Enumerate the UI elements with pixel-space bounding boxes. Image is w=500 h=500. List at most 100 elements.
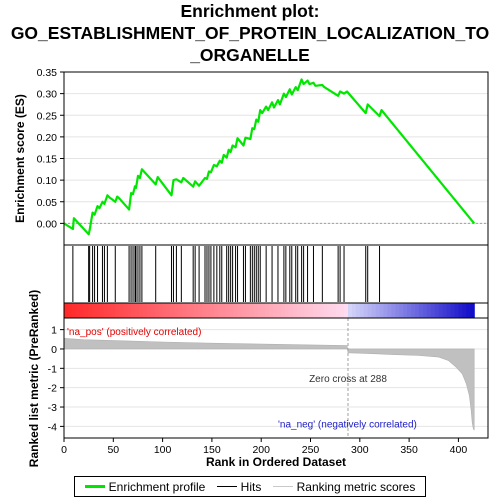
band-segment xyxy=(253,303,258,318)
band-segment xyxy=(434,303,440,318)
es-curve xyxy=(63,78,476,236)
y-axis-label-metric: Ranked list metric (PreRanked) xyxy=(27,290,41,467)
band-segment xyxy=(265,303,270,318)
metric-panel: 1 0 -1 -2 -3 -4 xyxy=(48,317,489,439)
band-segment xyxy=(379,303,385,318)
band-segment xyxy=(131,303,136,318)
es-tick-label: 0.05 xyxy=(37,197,58,209)
band-segment xyxy=(134,303,140,318)
band-segment xyxy=(142,303,148,318)
hits-frame xyxy=(63,244,489,304)
es-tick-label: 0.20 xyxy=(37,132,58,144)
legend-item-enrichment-profile: Enrichment profile xyxy=(84,479,206,494)
band-segment xyxy=(75,303,81,318)
title-line-3: _ORGANELLE xyxy=(190,45,310,65)
zero-cross-label: Zero cross at 288 xyxy=(309,374,387,385)
x-tick-label: 250 xyxy=(302,444,320,456)
band-segment xyxy=(154,303,160,318)
band-segment xyxy=(407,303,412,318)
band-segment xyxy=(320,303,325,318)
band-segment xyxy=(454,303,460,318)
band-segment xyxy=(194,303,199,318)
band-segment xyxy=(273,303,278,318)
band-segment xyxy=(190,303,195,318)
neg-correlated-label: 'na_neg' (negatively correlated) xyxy=(278,419,417,430)
band-segment xyxy=(91,303,97,318)
band-segment xyxy=(336,303,341,318)
metric-tick-label: 1 xyxy=(51,325,57,337)
legend-label-enrichment: Enrichment profile xyxy=(108,479,206,494)
band-segment xyxy=(241,303,247,318)
metric-area xyxy=(63,337,475,431)
band-segment xyxy=(71,303,77,318)
x-tick-label: 400 xyxy=(450,444,468,456)
band-segment xyxy=(375,303,381,318)
title-line-1: Enrichment plot: xyxy=(180,1,320,21)
band-segment xyxy=(158,303,164,318)
band-segment xyxy=(249,303,254,318)
band-segment xyxy=(221,303,227,318)
legend-swatch-ranking xyxy=(272,486,293,487)
band-segment xyxy=(363,303,369,318)
band-segment xyxy=(95,303,101,318)
legend-item-ranking-metric: Ranking metric scores xyxy=(272,480,415,494)
band-segment xyxy=(355,303,361,318)
band-segment xyxy=(115,303,120,318)
band-segment xyxy=(127,303,132,318)
band-segment xyxy=(387,303,392,318)
band-segment xyxy=(300,303,306,318)
band-segment xyxy=(442,303,448,318)
band-segment xyxy=(324,303,329,318)
band-segment xyxy=(233,303,239,318)
es-tick-label: 0.00 xyxy=(37,218,58,230)
band-segment xyxy=(178,303,183,318)
band-segment xyxy=(229,303,235,318)
band-segment xyxy=(198,303,203,318)
legend-item-hits: Hits xyxy=(216,479,262,494)
x-tick-label: 350 xyxy=(400,444,418,456)
legend-swatch-enrichment xyxy=(84,485,105,488)
band-segment xyxy=(64,303,69,318)
y-axis-label-es: Enrichment score (ES) xyxy=(13,94,27,223)
x-axis-label: Rank in Ordered Dataset xyxy=(206,455,346,469)
band-segment xyxy=(87,303,93,318)
band-segment xyxy=(261,303,266,318)
band-segment xyxy=(367,303,373,318)
band-segment xyxy=(399,303,404,318)
band-segment xyxy=(446,303,452,318)
x-tick-label: 150 xyxy=(203,444,221,456)
legend-swatch-hits xyxy=(216,486,237,487)
band-segment xyxy=(466,303,471,318)
band-segment xyxy=(411,303,416,318)
x-tick-label: 50 xyxy=(107,444,119,456)
band-segment xyxy=(123,303,128,318)
band-segment xyxy=(284,303,290,318)
band-segment xyxy=(111,303,116,318)
band-segment xyxy=(288,303,294,318)
title-line-2: GO_ESTABLISHMENT_OF_PROTEIN_LOCALIZATION… xyxy=(10,23,490,43)
legend-label-hits: Hits xyxy=(240,479,262,494)
legend: Enrichment profile Hits Ranking metric s… xyxy=(74,476,426,497)
band-segment xyxy=(308,303,314,318)
band-segment xyxy=(391,303,396,318)
es-tick-label: 0.10 xyxy=(37,175,58,187)
band-segment xyxy=(182,303,187,318)
es-tick-label: 0.25 xyxy=(37,110,58,122)
es-tick-label: 0.30 xyxy=(37,89,58,101)
band-segment xyxy=(426,303,432,318)
band-segment xyxy=(438,303,444,318)
band-segment xyxy=(332,303,337,318)
band-segment xyxy=(359,303,365,318)
band-segment xyxy=(304,303,310,318)
band-segment xyxy=(213,303,219,318)
band-segment xyxy=(170,303,176,318)
band-segment xyxy=(174,303,179,318)
band-segment xyxy=(280,303,286,318)
x-tick-label: 200 xyxy=(252,444,270,456)
band-segment xyxy=(462,303,467,318)
band-segment xyxy=(79,303,85,318)
band-segment xyxy=(162,303,168,318)
band-segment xyxy=(415,303,420,318)
band-segment xyxy=(217,303,223,318)
pos-correlated-label: 'na_pos' (positively correlated) xyxy=(67,327,201,338)
